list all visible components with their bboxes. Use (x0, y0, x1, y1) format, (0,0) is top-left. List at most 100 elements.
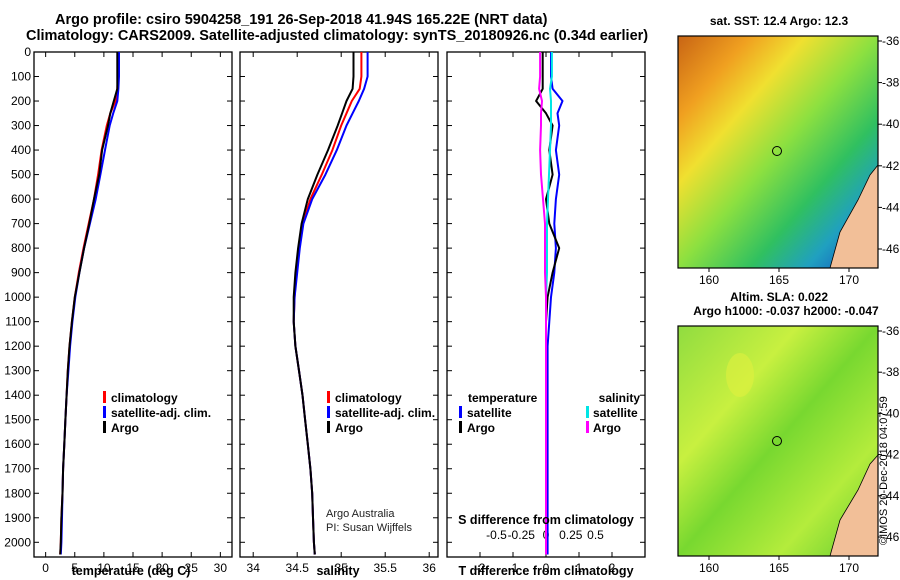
series-line-s-argo (538, 52, 547, 555)
y-tick-label: 1500 (4, 413, 31, 427)
legend-swatch-satellite (103, 406, 106, 418)
temperature-axis-label: temperature (deg C) (72, 564, 191, 578)
x-tick-label: 5 (71, 561, 78, 575)
series-line-satellite-adj-clim- (292, 52, 369, 555)
lon-tick-label: 165 (769, 273, 789, 287)
credit-line-2: PI: Susan Wijffels (326, 522, 412, 534)
legend-sal-argo: Argo (335, 421, 363, 435)
lat-tick-label: -46 (882, 242, 900, 256)
lat-tick-label: -40 (882, 117, 900, 131)
lat-tick-label: -42 (882, 159, 900, 173)
y-tick-label: 300 (11, 119, 31, 133)
x-tick-label: 35 (335, 561, 349, 575)
x-tick-label: -1 (508, 561, 519, 575)
legend-swatch-t-argo (459, 421, 462, 433)
legend-swatch-climatology (103, 391, 106, 403)
series-line-climatology (292, 52, 363, 555)
x-tick-label: 34 (247, 561, 261, 575)
x-tick-label: 20 (155, 561, 169, 575)
figure-title-line1: Argo profile: csiro 5904258_191 26-Sep-2… (55, 12, 548, 28)
legend-swatch-satellite (327, 406, 330, 418)
y-tick-label: 1400 (4, 388, 31, 402)
y-tick-label: 1700 (4, 462, 31, 476)
lat-tick-label: -38 (882, 365, 900, 379)
secondary-x-tick-label: 0.5 (587, 528, 604, 542)
lon-tick-label: 170 (839, 561, 859, 575)
x-tick-label: 0 (543, 561, 550, 575)
legend-temp-argo: Argo (111, 421, 139, 435)
x-tick-label: 34.5 (286, 561, 310, 575)
y-tick-label: 2000 (4, 535, 31, 549)
sla-anomaly-blob (726, 353, 754, 397)
y-tick-label: 1100 (5, 315, 31, 329)
lat-tick-label: -46 (882, 530, 900, 544)
legend-swatch-argo (327, 421, 330, 433)
figure-title-line2: Climatology: CARS2009. Satellite-adjuste… (26, 28, 649, 44)
y-tick-label: 1900 (4, 511, 31, 525)
legend-diff-t-argo: Argo (467, 421, 495, 435)
lat-tick-label: -36 (882, 34, 900, 48)
series-line-t-satellite (546, 52, 564, 555)
y-tick-label: 700 (11, 217, 31, 231)
sla-map: -36 -38 -40 -42 -44 -46 160 165 170 (677, 324, 900, 575)
sst-map: -36 -38 -40 -42 -44 -46 160 165 170 (677, 34, 900, 287)
x-tick-label: 0 (42, 561, 49, 575)
lon-tick-label: 165 (769, 561, 789, 575)
legend-sal-climatology: climatology (335, 391, 402, 405)
argo-location-marker (772, 146, 782, 156)
temperature-legend: climatology satellite-adj. clim. Argo (103, 391, 211, 435)
series-line-argo (59, 52, 119, 555)
series-line-satellite-adj-clim- (59, 52, 120, 555)
profile-lines-layer (59, 52, 564, 555)
legend-temp-climatology: climatology (111, 391, 178, 405)
x-tick-label: 1 (576, 561, 583, 575)
legend-diff-s-argo: Argo (593, 421, 621, 435)
argo-location-marker (772, 436, 782, 446)
legend-swatch-s-argo (586, 421, 589, 433)
legend-swatch-t-satellite (459, 406, 462, 418)
sst-map-frame (677, 35, 879, 269)
x-tick-label: 25 (185, 561, 199, 575)
x-tick-label: 2 (609, 561, 616, 575)
sla-map-frame (677, 325, 879, 557)
x-tick-label: 35.5 (374, 561, 398, 575)
secondary-x-tick-label: -0.5 (486, 528, 507, 542)
y-tick-label: 1800 (4, 486, 31, 500)
y-tick-label: 1200 (4, 339, 31, 353)
s-difference-axis-label: S difference from climatology (458, 513, 634, 527)
x-tick-label: 36 (423, 561, 437, 575)
salinity-axis-label: salinity (316, 564, 359, 578)
sla-map-subtitle: Argo h1000: -0.037 h2000: -0.047 (693, 304, 879, 318)
legend-diff-temperature-heading: temperature (468, 391, 538, 405)
secondary-x-tick-label: -0.25 (508, 528, 536, 542)
y-tick-label: 400 (11, 143, 31, 157)
legend-sal-satellite: satellite-adj. clim. (335, 406, 435, 420)
salinity-legend: climatology satellite-adj. clim. Argo (327, 391, 435, 435)
legend-temp-satellite: satellite-adj. clim. (111, 406, 211, 420)
legend-diff-s-satellite: satellite (593, 406, 638, 420)
lat-tick-label: -44 (882, 489, 900, 503)
lat-tick-label: -40 (882, 406, 900, 420)
secondary-x-tick-label: 0.25 (559, 528, 583, 542)
sst-map-title: sat. SST: 12.4 Argo: 12.3 (709, 14, 849, 28)
sla-map-ticks: -36 -38 -40 -42 -44 -46 160 165 170 (699, 324, 900, 575)
difference-legend: temperature satellite Argo salinity sate… (459, 391, 640, 435)
y-tick-label: 600 (11, 192, 31, 206)
y-tick-label: 1600 (4, 437, 31, 451)
x-tick-label: 30 (214, 561, 228, 575)
x-tick-label: -2 (475, 561, 486, 575)
salinity-panel-frame (239, 51, 439, 558)
y-tick-label: 100 (11, 70, 31, 84)
lat-tick-label: -38 (882, 76, 900, 90)
sla-map-title: Altim. SLA: 0.022 (729, 290, 829, 304)
lat-tick-label: -42 (882, 448, 900, 462)
series-line-argo (292, 52, 355, 555)
lat-tick-label: -36 (882, 324, 900, 338)
legend-diff-t-satellite: satellite (467, 406, 512, 420)
y-tick-label: 200 (11, 94, 31, 108)
y-tick-label: 0 (24, 45, 31, 59)
x-tick-label: 15 (126, 561, 140, 575)
x-tick-label: 10 (97, 561, 111, 575)
y-tick-label: 800 (11, 241, 31, 255)
